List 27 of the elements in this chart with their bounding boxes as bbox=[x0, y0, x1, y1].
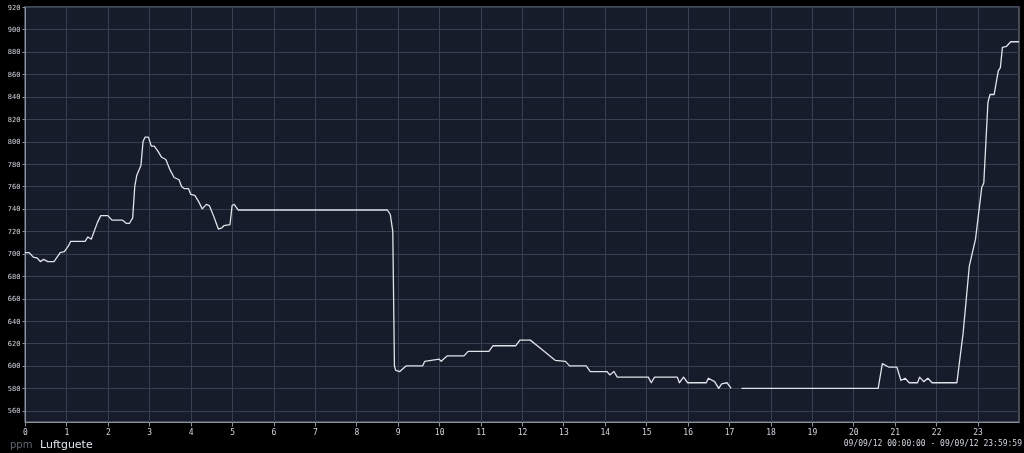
x-tick-label: 16 bbox=[683, 427, 694, 437]
text: 09/09/12 00:00:00 - 09/09/12 23:59:59 bbox=[843, 439, 1023, 448]
x-tick-label: 10 bbox=[434, 427, 445, 437]
x-tick-label: 7 bbox=[313, 427, 318, 437]
x-tick-label: 21 bbox=[890, 427, 901, 437]
x-tick-label: 14 bbox=[600, 427, 611, 437]
x-tick-label: 17 bbox=[724, 427, 735, 437]
x-tick-label: 18 bbox=[766, 427, 776, 437]
x-tick-label: 4 bbox=[188, 427, 194, 437]
text: Luftguete bbox=[40, 438, 93, 451]
x-tick-label: 1 bbox=[64, 427, 70, 437]
x-tick-label: 12 bbox=[517, 427, 528, 437]
x-tick-label: 0 bbox=[23, 427, 29, 437]
x-tick-label: 11 bbox=[476, 427, 487, 437]
x-tick-label: 2 bbox=[105, 427, 111, 437]
x-tick-label: 20 bbox=[849, 427, 859, 437]
x-tick-label: 19 bbox=[807, 427, 818, 437]
x-tick-label: 8 bbox=[354, 427, 360, 437]
y-axis-title: ppm bbox=[10, 439, 33, 450]
x-tick-label: 9 bbox=[395, 427, 401, 437]
x-tick-label: 22 bbox=[931, 427, 942, 437]
x-tick-label: 6 bbox=[271, 427, 277, 437]
x-tick-label: 23 bbox=[973, 427, 984, 437]
x-tick-label: 5 bbox=[230, 427, 236, 437]
x-tick-label: 13 bbox=[559, 427, 569, 437]
x-tick-label: 15 bbox=[641, 427, 652, 437]
x-tick-label: 3 bbox=[147, 427, 153, 437]
